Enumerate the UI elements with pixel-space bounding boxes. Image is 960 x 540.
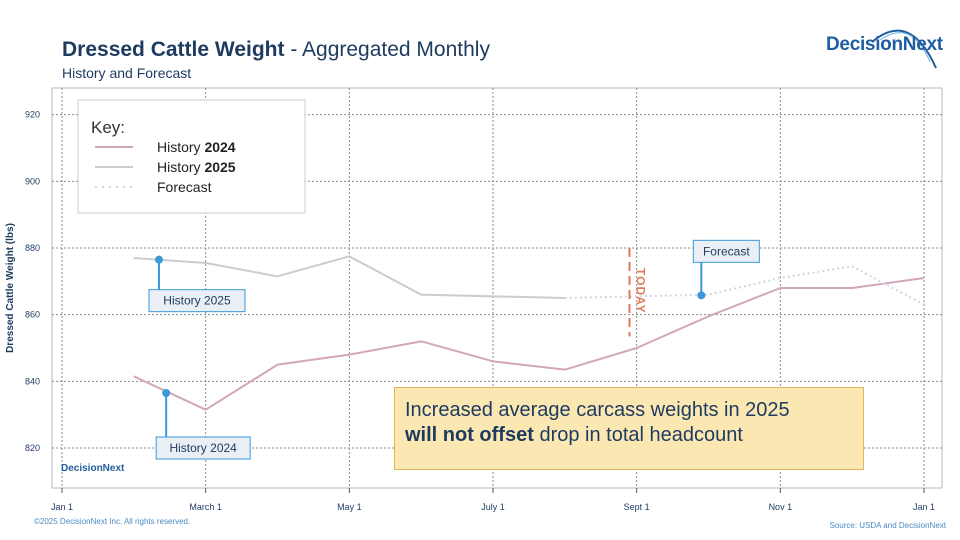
copyright-text: ©2025 DecisionNext Inc. All rights reser… [34,517,191,526]
legend-entry: Forecast [157,179,212,195]
callout-line2: will not offset drop in total headcount [405,423,853,448]
y-tick-label: 820 [25,443,40,453]
page-title-rest: - Aggregated Monthly [284,38,490,61]
annotation-history-2025: History 2025 [148,255,246,313]
source-text: Source: USDA and DecisionNext [829,521,947,530]
annotation-label: History 2024 [169,441,237,455]
x-tick-label: July 1 [481,502,505,512]
series-line-history-2025 [133,255,565,299]
legend-box [77,99,306,214]
annotation-history-2024: History 2024 [155,389,251,460]
legend: Key: History 2024 History 2025 Forecast [77,99,306,214]
annotation-marker [162,389,171,397]
callout-rest: drop in total headcount [533,424,743,446]
y-tick-label: 840 [25,376,40,386]
x-tick-label: May 1 [337,502,362,512]
page-title-bold: Dressed Cattle Weight [62,38,285,61]
x-tick-label: March 1 [189,502,222,512]
annotation-forecast: Forecast [692,239,760,300]
series-line-forecast [564,265,925,306]
y-tick-label: 900 [25,176,40,186]
annotation-marker [697,291,706,300]
y-tick-label: 920 [25,110,40,120]
logo-text: DecisionNext [826,34,943,55]
annotation-label: Forecast [703,244,750,258]
y-tick-label: 880 [25,243,40,253]
today-label: TODAY [633,268,647,314]
decisionnext-logo: DecisionNext [826,22,943,70]
annotation-marker [154,255,163,264]
y-axis-label: Dressed Cattle Weight (lbs) [5,223,16,353]
annotation-label: History 2025 [163,294,231,308]
legend-title: Key: [91,118,125,137]
legend-entry: History 2025 [157,159,236,175]
page-subtitle: History and Forecast [62,65,192,81]
annotation-box [692,239,760,263]
x-tick-label: Nov 1 [769,502,793,512]
legend-entry: History 2024 [157,139,236,155]
insight-callout: Increased average carcass weights in 202… [394,387,864,470]
plot-frame [51,87,943,489]
annotation-box [148,289,246,313]
x-tick-label: Jan 1 [913,502,935,512]
x-tick-label: Jan 1 [51,502,73,512]
x-tick-label: Sept 1 [624,502,650,512]
arc-swoosh-icon [871,29,937,69]
series-line-history-2024 [133,277,925,411]
y-tick-label: 860 [25,310,40,320]
page-title: Dressed Cattle Weight - Aggregated Month… [62,38,490,62]
watermark-logo: DecisionNext [61,463,125,474]
callout-bold: will not offset [405,424,534,446]
annotation-box [155,436,251,460]
callout-line1: Increased average carcass weights in 202… [405,399,790,421]
